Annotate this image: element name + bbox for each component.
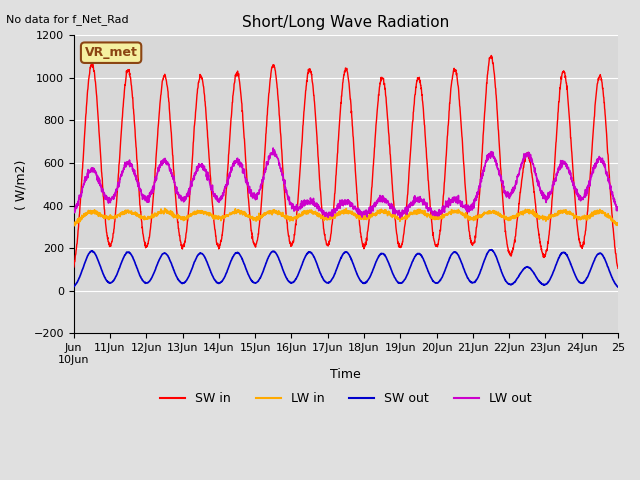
Title: Short/Long Wave Radiation: Short/Long Wave Radiation	[242, 15, 449, 30]
X-axis label: Time: Time	[330, 368, 361, 381]
Y-axis label: ( W/m2): ( W/m2)	[15, 159, 28, 210]
Legend: SW in, LW in, SW out, LW out: SW in, LW in, SW out, LW out	[155, 387, 537, 410]
Text: VR_met: VR_met	[84, 46, 138, 59]
Text: No data for f_Net_Rad: No data for f_Net_Rad	[6, 14, 129, 25]
